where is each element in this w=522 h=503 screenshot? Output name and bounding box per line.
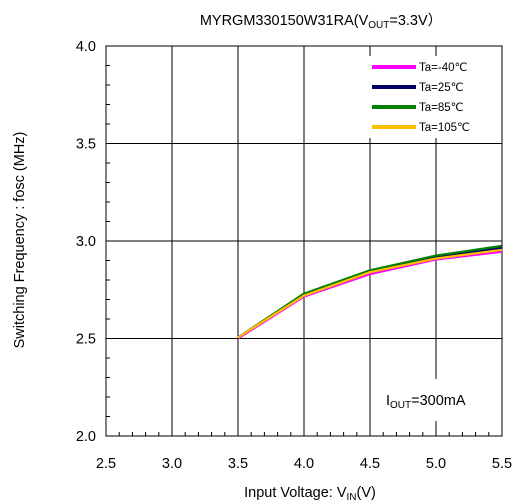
annotation-box: IOUT=300mA xyxy=(374,379,500,421)
series-line xyxy=(237,248,503,339)
x-axis-label-subscript: IN xyxy=(347,492,357,503)
x-tick-label: 5.0 xyxy=(426,456,446,472)
legend-label: Ta=-40℃ xyxy=(419,62,467,74)
legend-label: Ta=105℃ xyxy=(419,122,470,134)
legend-label: Ta=85℃ xyxy=(419,102,464,114)
y-tick-label: 3.0 xyxy=(76,234,96,250)
x-tick-label: 2.5 xyxy=(96,456,116,472)
x-tick-label: 5.5 xyxy=(492,456,512,472)
chart-title: MYRGM330150W31RA(VOUT=3.3V） xyxy=(200,12,442,31)
x-tick-label: 3.5 xyxy=(228,456,248,472)
annotation-subscript: OUT xyxy=(390,400,411,411)
plot-frame xyxy=(105,45,503,437)
y-axis-label: Switching Frequency : fosc (MHz) xyxy=(12,132,28,349)
y-tick-label: 2.5 xyxy=(76,332,96,348)
chart-title-subscript: OUT xyxy=(368,20,389,31)
y-tick-label: 4.0 xyxy=(76,39,96,55)
x-tick-label: 3.0 xyxy=(162,456,182,472)
y-tick-labels: 2.0 2.5 3.0 3.5 4.0 xyxy=(76,39,96,445)
series-line xyxy=(237,244,503,339)
x-tick-labels: 2.5 3.0 3.5 4.0 4.5 5.0 5.5 xyxy=(96,456,512,472)
x-tick-label: 4.5 xyxy=(360,456,380,472)
series-lines xyxy=(237,244,503,340)
y-tick-label: 2.0 xyxy=(76,429,96,445)
annotation-text: IOUT=300mA xyxy=(386,393,466,411)
x-axis-label: Input Voltage: VIN(V) xyxy=(244,485,376,503)
legend-box xyxy=(362,56,498,138)
y-tick-label: 3.5 xyxy=(76,137,96,153)
legend: Ta=-40℃ Ta=25℃ Ta=85℃ Ta=105℃ xyxy=(362,56,498,138)
legend-label: Ta=25℃ xyxy=(419,82,464,94)
x-tick-label: 4.0 xyxy=(294,456,314,472)
